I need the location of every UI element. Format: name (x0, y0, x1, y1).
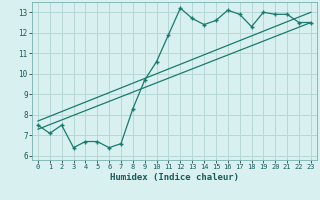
X-axis label: Humidex (Indice chaleur): Humidex (Indice chaleur) (110, 173, 239, 182)
